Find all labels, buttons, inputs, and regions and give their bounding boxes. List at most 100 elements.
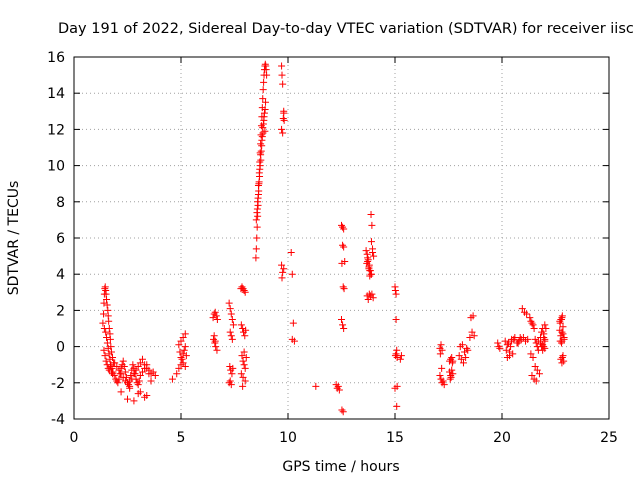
data-point <box>468 328 476 336</box>
data-point <box>175 364 183 372</box>
data-point <box>225 379 233 387</box>
data-point <box>438 364 446 372</box>
data-point <box>391 286 399 294</box>
data-point <box>338 221 345 229</box>
data-point <box>260 116 268 124</box>
data-point <box>119 373 127 381</box>
data-point <box>510 335 518 343</box>
data-point <box>464 346 472 354</box>
data-point <box>335 386 343 394</box>
y-tick-label: 4 <box>56 267 65 283</box>
data-point <box>241 288 249 296</box>
data-point <box>108 364 116 372</box>
data-point <box>338 315 345 323</box>
data-point <box>393 402 401 410</box>
data-point <box>127 372 135 380</box>
data-point <box>339 241 347 249</box>
data-point <box>253 234 261 242</box>
data-point <box>439 377 447 385</box>
data-point <box>126 384 134 392</box>
data-point <box>256 172 264 180</box>
data-point <box>211 337 219 345</box>
data-point <box>518 305 526 313</box>
data-point <box>501 337 509 345</box>
data-point <box>253 223 261 231</box>
data-point <box>240 361 248 369</box>
y-tick-label: 8 <box>56 195 65 211</box>
data-point <box>396 355 404 363</box>
data-point <box>507 343 515 351</box>
data-point <box>129 361 137 369</box>
data-point <box>530 325 538 332</box>
data-point <box>106 335 114 343</box>
x-tick-label: 25 <box>600 430 618 446</box>
data-point <box>105 350 113 358</box>
data-point <box>257 140 265 148</box>
data-point <box>541 337 549 345</box>
data-point <box>111 359 119 367</box>
data-point <box>447 373 455 381</box>
data-point <box>494 339 502 347</box>
data-point <box>279 80 287 88</box>
data-point <box>524 335 532 343</box>
data-point <box>239 325 247 332</box>
data-point <box>238 352 246 360</box>
data-point <box>135 377 143 385</box>
data-point <box>175 341 183 349</box>
data-point <box>258 142 266 150</box>
data-point <box>210 332 218 340</box>
data-point <box>242 353 250 361</box>
data-point <box>151 372 159 380</box>
data-point <box>397 352 405 360</box>
data-point <box>495 343 503 351</box>
data-point <box>103 296 111 304</box>
data-point <box>125 381 133 389</box>
data-point <box>147 377 155 385</box>
data-point <box>228 315 236 323</box>
data-point <box>103 301 111 309</box>
data-point <box>369 248 377 256</box>
data-point <box>532 377 540 385</box>
data-point <box>261 105 269 113</box>
data-point <box>134 363 142 371</box>
data-point <box>107 361 115 369</box>
data-point <box>462 353 470 361</box>
data-point <box>213 346 221 354</box>
data-point <box>368 221 376 229</box>
data-point <box>448 366 456 374</box>
data-point <box>263 71 271 79</box>
data-point <box>124 379 131 387</box>
data-point <box>211 308 219 316</box>
data-point <box>393 353 401 361</box>
data-point <box>134 381 142 389</box>
data-point <box>528 372 536 380</box>
data-point <box>334 382 342 390</box>
data-point <box>280 265 288 273</box>
data-point <box>527 317 535 325</box>
data-point <box>145 370 153 378</box>
data-point <box>557 332 565 340</box>
data-point <box>514 339 522 347</box>
data-point <box>438 346 446 354</box>
data-point <box>366 272 374 280</box>
data-point <box>367 238 375 246</box>
data-point <box>558 359 566 367</box>
x-axis-title: GPS time / hours <box>282 459 399 475</box>
y-tick-label: 2 <box>56 303 65 319</box>
data-point <box>278 125 286 133</box>
data-point <box>115 375 123 383</box>
data-point <box>391 352 399 360</box>
data-point <box>449 357 457 365</box>
data-point <box>257 156 265 164</box>
y-tick-label: 10 <box>47 159 65 175</box>
data-point <box>239 285 247 293</box>
data-point <box>340 225 348 233</box>
data-point <box>531 363 539 371</box>
data-point <box>531 335 539 343</box>
chart-title: Day 191 of 2022, Sidereal Day-to-day VTE… <box>58 21 634 37</box>
data-point <box>100 310 108 318</box>
data-point <box>179 334 187 342</box>
x-tick-label: 15 <box>386 430 404 446</box>
y-tick-label: 6 <box>56 231 65 247</box>
